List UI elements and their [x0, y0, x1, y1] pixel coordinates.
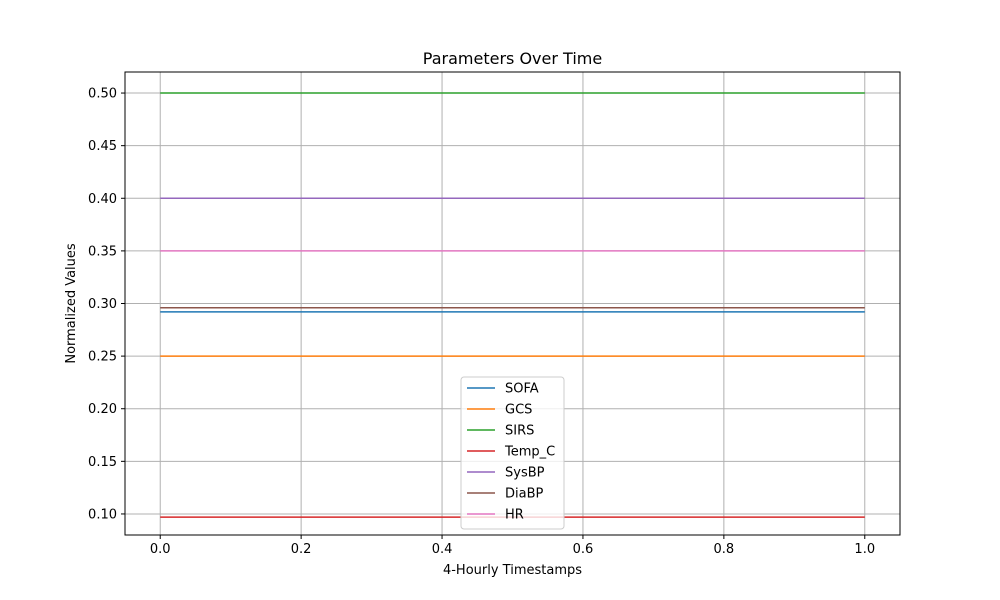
legend-label: DiaBP — [505, 487, 544, 502]
x-tick-label: 0.0 — [150, 542, 171, 557]
legend-label: GCS — [505, 403, 532, 418]
y-tick-label: 0.40 — [88, 192, 117, 207]
legend-label: SOFA — [505, 382, 539, 397]
y-tick-label: 0.15 — [88, 455, 117, 470]
axis-ticks: 0.0 0.2 0.4 0.6 0.8 1.0 0.10 0.15 0.20 0.25 0.30 0.… — [88, 87, 875, 557]
x-tick-label: 1.0 — [854, 542, 875, 557]
y-tick-label: 0.20 — [88, 402, 117, 417]
x-tick-label: 0.4 — [432, 542, 453, 557]
y-tick-label: 0.25 — [88, 350, 117, 365]
legend-label: SIRS — [505, 424, 534, 439]
y-tick-label: 0.50 — [88, 87, 117, 102]
x-tick-label: 0.8 — [714, 542, 735, 557]
y-tick-label: 0.45 — [88, 139, 117, 154]
legend-label: HR — [505, 508, 524, 523]
legend: SOFA GCS SIRS Temp_C SysBP DiaBP HR — [460, 376, 565, 530]
x-tick-label: 0.2 — [291, 542, 312, 557]
chart-title: Parameters Over Time — [423, 49, 602, 68]
y-tick-label: 0.30 — [88, 297, 117, 312]
y-axis-label: Normalized Values — [64, 243, 79, 364]
legend-box — [460, 376, 565, 530]
x-axis-label: 4-Hourly Timestamps — [443, 563, 582, 578]
legend-label: Temp_C — [504, 445, 555, 460]
x-tick-label: 0.6 — [573, 542, 594, 557]
y-tick-label: 0.10 — [88, 507, 117, 522]
legend-label: SysBP — [505, 466, 545, 481]
y-tick-label: 0.35 — [88, 244, 117, 259]
